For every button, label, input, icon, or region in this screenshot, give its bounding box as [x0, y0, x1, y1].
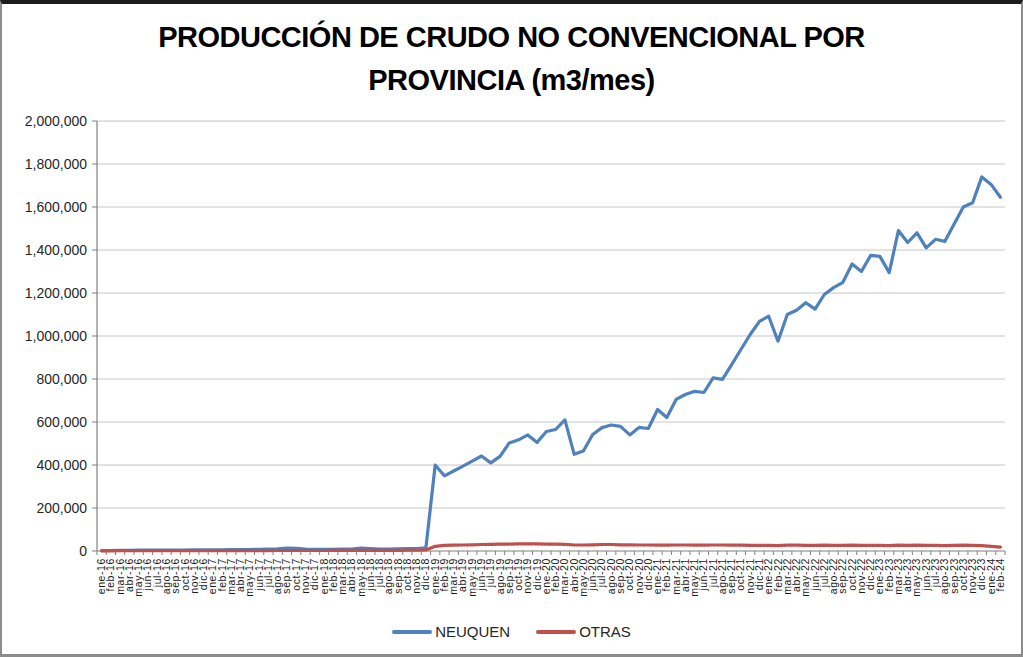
otras-series-line — [102, 544, 1001, 551]
y-axis-tick-label: 1,000,000 — [25, 328, 87, 344]
legend-label-otras: OTRAS — [579, 623, 631, 640]
y-axis-tick-label: 2,000,000 — [25, 113, 87, 129]
otras-line-swatch — [536, 630, 576, 634]
chart-title: PRODUCCIÓN DE CRUDO NO CONVENCIONAL POR … — [2, 16, 1021, 102]
y-axis-tick-label: 1,600,000 — [25, 199, 87, 215]
y-axis-tick-label: 400,000 — [36, 457, 87, 473]
legend-item-otras: OTRAS — [536, 623, 631, 640]
neuquen-line-swatch — [392, 630, 432, 634]
legend-item-neuquen: NEUQUEN — [392, 623, 510, 640]
x-axis-tick-label: feb-24 — [994, 558, 1006, 591]
neuquen-series-line — [102, 177, 1001, 551]
legend-label-neuquen: NEUQUEN — [435, 623, 510, 640]
y-axis-tick-label: 1,800,000 — [25, 156, 87, 172]
chart-frame: PRODUCCIÓN DE CRUDO NO CONVENCIONAL POR … — [0, 0, 1023, 657]
chart-title-line2: PROVINCIA (m3/mes) — [2, 59, 1021, 102]
y-axis-tick-label: 800,000 — [36, 371, 87, 387]
y-axis-tick-label: 0 — [79, 543, 87, 559]
y-axis-tick-label: 200,000 — [36, 500, 87, 516]
chart-legend: NEUQUEN OTRAS — [2, 623, 1021, 640]
chart-title-line1: PRODUCCIÓN DE CRUDO NO CONVENCIONAL POR — [2, 16, 1021, 59]
y-axis-tick-label: 600,000 — [36, 414, 87, 430]
y-axis-tick-label: 1,200,000 — [25, 285, 87, 301]
y-axis-tick-label: 1,400,000 — [25, 242, 87, 258]
